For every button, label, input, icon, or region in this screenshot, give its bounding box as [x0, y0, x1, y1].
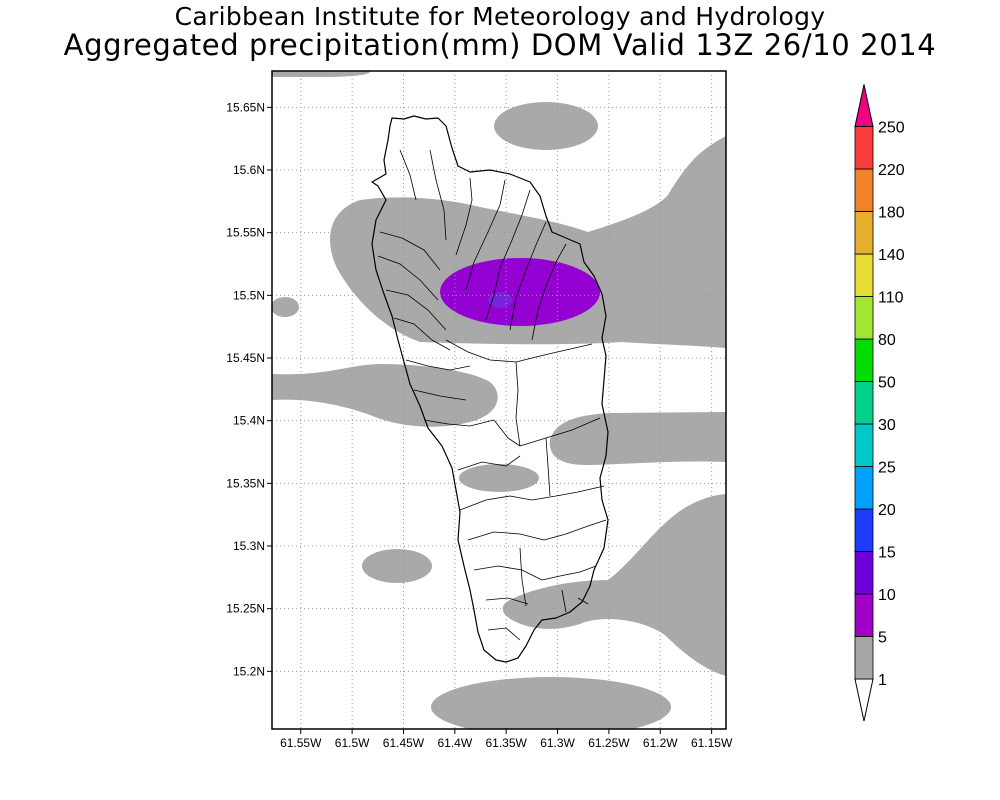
rain-area-1-5mm: [431, 677, 671, 729]
rain-area-1-5mm: [362, 549, 432, 583]
lon-tick-label: 61.25W: [588, 736, 630, 750]
colorbar-level-label: 140: [878, 247, 905, 264]
lat-tick-label: 15.4N: [233, 414, 265, 428]
colorbar-level-label: 50: [878, 375, 896, 392]
colorbar-level-label: 15: [878, 545, 896, 562]
precipitation-shading: [272, 71, 726, 729]
colorbar-segment: [854, 211, 874, 255]
lat-tick-label: 15.55N: [226, 226, 265, 240]
colorbar-segment: [854, 508, 874, 552]
colorbar-level-label: 180: [878, 205, 905, 222]
lat-tick-label: 15.3N: [233, 539, 265, 553]
institution-title: Caribbean Institute for Meteorology and …: [174, 2, 826, 31]
colorbar-level-label: 10: [878, 587, 896, 604]
colorbar-segment: [854, 253, 874, 297]
lon-tick-label: 61.5W: [335, 736, 370, 750]
colorbar-segment: [854, 636, 874, 680]
lat-tick-label: 15.2N: [233, 664, 265, 678]
lat-tick-label: 15.45N: [226, 351, 265, 365]
colorbar-level-label: 80: [878, 332, 896, 349]
colorbar-segment: [854, 168, 874, 212]
rain-area-1-5mm: [272, 297, 299, 317]
lon-tick-label: 61.55W: [280, 736, 322, 750]
map-frame: [271, 70, 727, 730]
rain-area-10-15mm: [488, 292, 512, 308]
rain-area-1-5mm: [330, 136, 726, 348]
rain-area-1-5mm: [272, 71, 371, 77]
colorbar-segment: [854, 296, 874, 340]
colorbar-segment: [854, 338, 874, 382]
river-basin-boundaries: [377, 149, 607, 641]
lat-tick-label: 15.25N: [226, 602, 265, 616]
colorbar-level-label: 5: [878, 630, 887, 647]
latitude-axis: 15.65N 15.6N 15.55N 15.5N 15.45N 15.4N 15.35N 1…: [226, 100, 272, 678]
colorbar-segment: [854, 593, 874, 637]
lon-tick-label: 61.3W: [540, 736, 575, 750]
rain-area-1-5mm: [502, 494, 726, 676]
lat-tick-label: 15.65N: [226, 100, 265, 114]
rain-area-1-5mm: [272, 364, 498, 427]
lon-tick-label: 61.35W: [486, 736, 528, 750]
colorbar-level-label: 25: [878, 460, 896, 477]
colorbar-segment: [854, 423, 874, 467]
lat-tick-label: 15.35N: [226, 476, 265, 490]
lon-tick-label: 61.45W: [383, 736, 425, 750]
lon-tick-label: 61.2W: [643, 736, 678, 750]
colorbar-level-label: 1: [878, 672, 887, 689]
map-grid: [272, 71, 726, 729]
longitude-axis: 61.55W 61.5W 61.45W 61.4W 61.35W 61.3W 61.25W 6…: [280, 729, 733, 750]
lon-tick-label: 61.15W: [691, 736, 733, 750]
colorbar-level-label: 30: [878, 417, 896, 434]
colorbar-level-label: 110: [878, 290, 904, 307]
dominica-island: [371, 115, 609, 663]
rain-area-5-10mm: [440, 258, 600, 326]
colorbar-level-label: 220: [878, 162, 905, 179]
colorbar-level-label: 20: [878, 502, 896, 519]
colorbar-segment: [854, 126, 874, 170]
colorbar-lower-arrow: [854, 678, 874, 722]
rain-area-1-5mm: [549, 412, 726, 466]
colorbar-segment: [854, 381, 874, 425]
product-title: Aggregated precipitation(mm) DOM Valid 1…: [63, 28, 937, 62]
colorbar-segment: [854, 551, 874, 595]
colorbar-level-label: 250: [878, 120, 905, 137]
lat-tick-label: 15.6N: [233, 163, 265, 177]
rain-area-1-5mm: [494, 102, 598, 150]
colorbar-segment: [854, 466, 874, 510]
dominica-coastline: [371, 115, 609, 663]
colorbar-upper-arrow: [854, 84, 874, 127]
lat-tick-label: 15.5N: [233, 288, 265, 302]
rain-area-1-5mm: [459, 464, 539, 492]
lon-tick-label: 61.4W: [437, 736, 472, 750]
